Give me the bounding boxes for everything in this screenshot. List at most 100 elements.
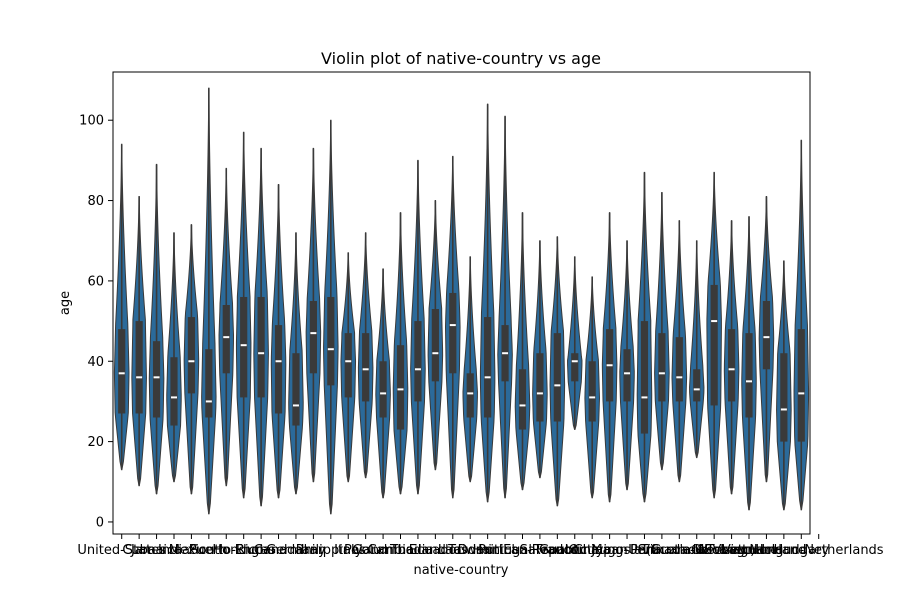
y-tick-label: 40 — [87, 355, 104, 370]
violin-33 — [689, 240, 705, 459]
x-tick-label: Ecuador — [409, 543, 463, 558]
x-tick-label: Hong — [749, 543, 783, 558]
violin-10 — [288, 232, 304, 495]
x-tick-label: Iran — [301, 543, 326, 558]
x-axis: United-StatesCubaJamaicaIndiaMexicoSouth… — [77, 534, 884, 558]
violin-4 — [183, 224, 200, 495]
x-tick-label: Hungary — [774, 543, 830, 558]
plot-area-frame — [112, 71, 811, 535]
x-tick-label: China — [574, 543, 611, 558]
x-tick-label: Puerto-Rico — [189, 543, 264, 558]
violin-iqr-box — [118, 329, 126, 414]
violin-16 — [392, 212, 409, 495]
violin-23 — [514, 212, 531, 491]
violin-iqr-box — [257, 296, 265, 398]
violin-iqr-box — [536, 353, 544, 422]
violin-38 — [776, 260, 792, 511]
violin-iqr-box — [152, 341, 161, 418]
x-tick-label: Scotland — [651, 543, 708, 558]
x-tick-label: Portugal — [478, 543, 532, 558]
violin-iqr-box — [431, 309, 439, 382]
violin-iqr-box — [449, 292, 457, 374]
violins-layer — [113, 87, 810, 515]
violin-36 — [741, 216, 757, 511]
x-tick-label: Poland — [344, 543, 387, 558]
y-tick-label: 60 — [87, 274, 104, 289]
y-tick-label: 80 — [87, 194, 104, 209]
violin-39 — [793, 139, 810, 511]
x-tick-label: Cuba — [122, 543, 156, 558]
violin-1 — [131, 196, 147, 487]
x-tick-label: Trinadad&Tobago — [640, 543, 753, 558]
violin-18 — [427, 200, 444, 471]
violin-5 — [201, 87, 217, 515]
violin-iqr-box — [205, 349, 213, 418]
x-tick-label: India — [158, 543, 190, 558]
x-tick-label: England — [235, 543, 288, 558]
violin-iqr-box — [327, 296, 335, 386]
violin-14 — [357, 232, 374, 479]
violin-8 — [253, 147, 269, 507]
x-tick-label: Mexico — [169, 543, 214, 558]
x-tick-label: Holand-Netherlands — [754, 543, 884, 558]
violin-iqr-box — [640, 321, 649, 434]
violin-iqr-box — [710, 284, 718, 406]
x-tick-label: United-States — [77, 543, 166, 558]
violin-iqr-box — [588, 361, 596, 422]
violin-iqr-box — [344, 333, 352, 398]
x-tick-label: Italy — [334, 543, 363, 558]
violin-27 — [584, 276, 600, 499]
x-tick-label: Nicaragua — [698, 543, 764, 558]
x-axis-label: native-country — [413, 563, 508, 578]
x-tick-label: Greece — [691, 543, 737, 558]
x-tick-label: El-Salvador — [503, 543, 577, 558]
violin-3 — [166, 232, 182, 483]
violin-9 — [270, 183, 287, 499]
x-tick-label: Ireland — [761, 543, 806, 558]
x-tick-label: Thailand — [389, 543, 446, 558]
violin-iqr-box — [240, 296, 248, 398]
violin-iqr-box — [518, 369, 527, 430]
x-tick-label: France — [536, 543, 579, 558]
violin-iqr-box — [396, 345, 405, 430]
violin-24 — [532, 240, 548, 479]
violin-0 — [113, 143, 130, 471]
y-axis-label: age — [58, 291, 73, 315]
violin-20 — [462, 256, 478, 483]
violin-28 — [601, 212, 618, 503]
y-tick-label: 100 — [79, 114, 104, 129]
x-tick-label: Guatemala — [539, 543, 611, 558]
x-tick-label: Canada — [254, 543, 303, 558]
violin-iqr-box — [309, 300, 317, 374]
x-tick-label: Japan — [590, 543, 627, 558]
violin-15 — [375, 268, 391, 499]
violin-iqr-box — [187, 317, 196, 394]
x-tick-label: Yugoslavia — [592, 543, 662, 558]
violin-iqr-box — [222, 305, 230, 374]
violin-iqr-box — [379, 361, 387, 418]
violin-6 — [218, 167, 235, 487]
violin-iqr-box — [414, 321, 422, 402]
violin-2 — [148, 163, 165, 495]
x-tick-label: South — [190, 543, 228, 558]
violin-iqr-box — [745, 333, 753, 418]
violin-iqr-box — [274, 325, 283, 414]
violin-19 — [444, 155, 461, 499]
violin-35 — [723, 220, 740, 495]
violin-30 — [636, 171, 653, 503]
violin-37 — [758, 196, 775, 483]
violin-22 — [497, 115, 513, 499]
violin-iqr-box — [571, 353, 579, 382]
violin-34 — [706, 171, 722, 499]
x-tick-label: Haiti — [473, 543, 503, 558]
violin-iqr-box — [762, 300, 771, 370]
violin-26 — [567, 256, 583, 431]
violin-iqr-box — [466, 373, 474, 418]
violin-iqr-box — [797, 329, 805, 442]
x-tick-label: Peru — [630, 543, 659, 558]
y-axis: 0 20 40 60 80 100 — [79, 114, 113, 530]
violin-7 — [235, 131, 252, 499]
violin-iqr-box — [693, 369, 701, 402]
